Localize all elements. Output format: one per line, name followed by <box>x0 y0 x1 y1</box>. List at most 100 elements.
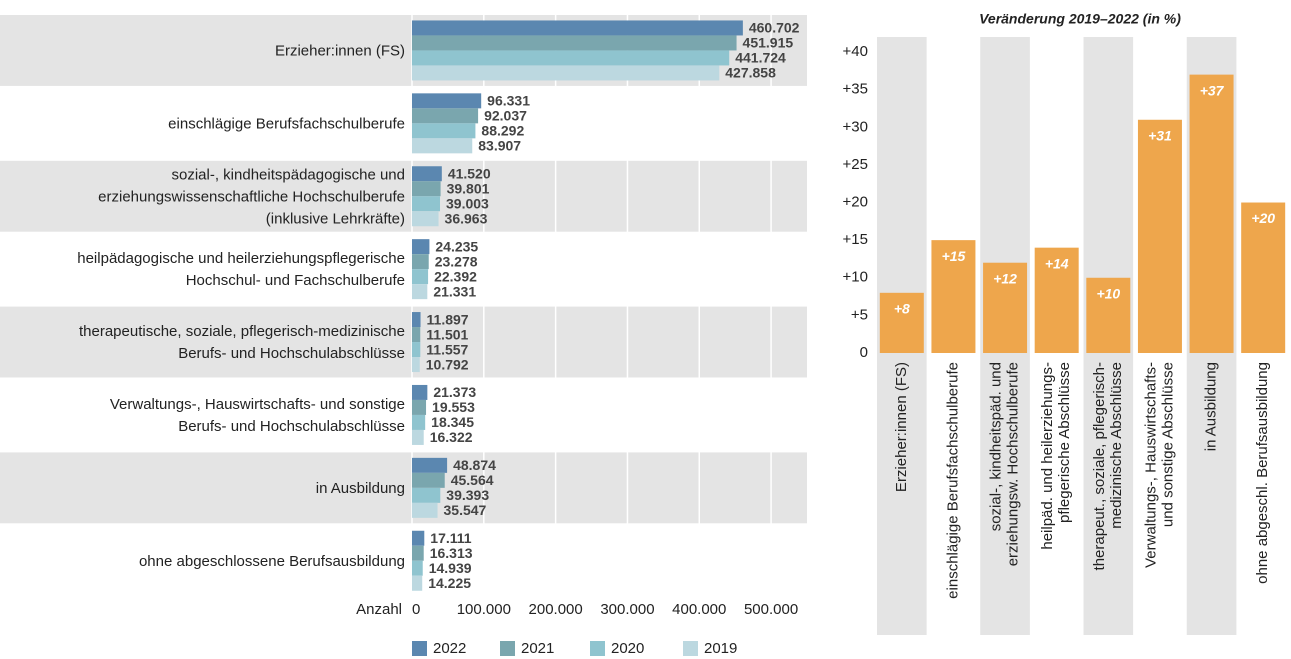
legend-label: 2019 <box>704 640 737 657</box>
x-tick-label: 400.000 <box>672 601 726 618</box>
value-label: 23.278 <box>435 253 478 269</box>
value-label: +12 <box>993 270 1017 286</box>
row-band <box>0 306 807 378</box>
value-label: +14 <box>1045 255 1069 271</box>
bar <box>412 357 420 373</box>
value-label: 16.313 <box>430 545 473 561</box>
bar <box>879 292 924 353</box>
value-label: 10.792 <box>426 356 469 372</box>
bar <box>412 65 720 81</box>
category-label: einschlägige Berufsfachschulberufe <box>944 362 961 599</box>
x-tick-label: 0 <box>412 601 420 618</box>
value-label: 92.037 <box>484 108 527 124</box>
bar <box>412 502 438 518</box>
value-label: 21.331 <box>433 283 476 299</box>
bar <box>412 20 743 36</box>
x-tick-label: 300.000 <box>600 601 654 618</box>
bar <box>412 545 424 561</box>
y-tick-label: +5 <box>851 306 868 323</box>
legend-swatch <box>683 641 698 656</box>
value-label: 36.963 <box>445 210 488 226</box>
value-label: +37 <box>1200 82 1225 98</box>
bar <box>412 50 730 66</box>
value-label: 96.331 <box>487 93 530 109</box>
y-tick-label: 0 <box>860 344 868 361</box>
value-label: 17.111 <box>430 530 471 546</box>
value-label: 83.907 <box>478 138 521 154</box>
bar <box>412 254 429 270</box>
value-label: 35.547 <box>444 502 487 518</box>
category-label: Erzieher:innen (FS) <box>893 362 910 492</box>
bar <box>412 327 421 343</box>
value-label: 11.557 <box>426 341 468 357</box>
bar <box>412 211 439 227</box>
value-label: 14.939 <box>429 560 472 576</box>
bar <box>412 284 428 300</box>
bar <box>412 239 430 255</box>
value-label: 18.345 <box>431 414 474 430</box>
category-label: in Ausbildung <box>1203 362 1220 451</box>
value-label: 48.874 <box>453 457 496 473</box>
bar <box>412 575 423 591</box>
value-label: 11.501 <box>426 326 468 342</box>
category-label: Erzieher:innen (FS) <box>275 42 405 59</box>
category-label: therapeut., soziale, pflegerisch-medizin… <box>1091 362 1125 570</box>
value-label: 41.520 <box>448 165 491 181</box>
bar <box>412 269 429 285</box>
category-label: therapeutische, soziale, pflegerisch-med… <box>79 323 405 362</box>
y-tick-label: +20 <box>843 193 868 210</box>
bar <box>412 530 425 546</box>
bar <box>412 414 426 430</box>
bar <box>1086 277 1131 353</box>
value-label: 22.392 <box>434 268 477 284</box>
legend-label: 2020 <box>611 640 644 657</box>
bar <box>1034 247 1079 353</box>
category-label: heilpädagogische und heilerziehungspfleg… <box>77 250 405 289</box>
bar <box>412 108 479 124</box>
value-label: 427.858 <box>725 65 776 81</box>
value-label: 39.393 <box>446 487 489 503</box>
value-label: 39.801 <box>447 180 490 196</box>
bar <box>1137 119 1182 353</box>
value-label: 24.235 <box>435 238 478 254</box>
bar <box>412 487 441 503</box>
category-label: Verwaltungs-, Hauswirtschafts-und sonsti… <box>1142 362 1176 568</box>
value-label: +15 <box>942 248 966 264</box>
bar <box>412 35 737 51</box>
value-label: 45.564 <box>451 472 494 488</box>
bar <box>412 181 441 197</box>
bar <box>412 384 428 400</box>
bar <box>412 457 448 473</box>
bar <box>412 312 421 328</box>
category-label: ohne abgeschlossene Berufsausbildung <box>139 553 405 570</box>
value-label: 441.724 <box>735 50 786 66</box>
y-tick-label: +25 <box>843 156 868 173</box>
y-tick-label: +35 <box>843 81 868 98</box>
category-label: heilpäd. und heilerziehungs-pflegerische… <box>1039 362 1073 550</box>
value-label: 16.322 <box>430 429 473 445</box>
value-label: +31 <box>1148 127 1172 143</box>
bar <box>412 472 445 488</box>
bar <box>412 123 476 139</box>
y-tick-label: +15 <box>843 231 868 248</box>
y-tick-label: +30 <box>843 118 868 135</box>
x-axis-label: Anzahl <box>356 601 402 618</box>
value-label: 21.373 <box>433 384 476 400</box>
bar <box>412 560 423 576</box>
value-label: 88.292 <box>481 123 524 139</box>
legend-swatch <box>412 641 427 656</box>
bar <box>412 93 482 109</box>
category-label: sozial-, kindheitspäd. underziehungsw. H… <box>988 362 1022 566</box>
category-label: sozial-, kindheitspädagogische und erzieh… <box>98 166 405 227</box>
chart-title: Veränderung 2019–2022 (in %) <box>979 11 1181 27</box>
category-label: Verwaltungs-, Hauswirtschafts- und sonst… <box>110 396 405 435</box>
value-label: 14.225 <box>428 575 471 591</box>
category-label: einschlägige Berufsfachschulberufe <box>168 115 405 132</box>
bar <box>412 166 442 182</box>
bar <box>412 196 441 212</box>
value-label: +10 <box>1096 285 1120 301</box>
x-tick-label: 200.000 <box>529 601 583 618</box>
x-tick-label: 500.000 <box>744 601 798 618</box>
category-label: ohne abgeschl. Berufsausbildung <box>1254 362 1271 584</box>
